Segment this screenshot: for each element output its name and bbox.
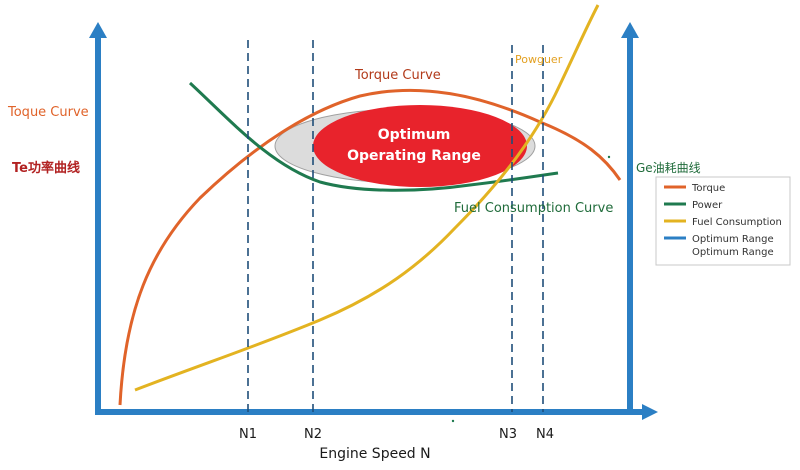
y-axis-left-arrow-icon [89,22,107,38]
torque-curve [118,88,622,406]
optimum-range-region [313,105,527,187]
right-axis-title: Ge油耗曲线 [636,161,701,175]
left-axis-title: Toque Curve [7,105,89,120]
speed-mark-n3: N3 [499,427,517,442]
legend-label: Torque [691,183,725,194]
marker-dot [607,155,611,159]
fuel-consumption-curve [134,4,600,392]
speed-mark-n1: N1 [239,427,257,442]
optimum-label-line1: Optimum [378,127,451,143]
marker-dot [451,419,455,423]
optimum-label-line2: Operating Range [347,148,481,164]
x-axis-arrow-icon [642,404,658,420]
legend-label: Fuel Consumption [692,217,782,228]
legend: Torque Power Fuel Consumption Optimum Range… [655,176,791,266]
power-curve-label: Powguer [515,53,563,66]
y-axis-right-arrow-icon [621,22,639,38]
legend-label: Optimum Range [692,247,774,258]
left-axis-subtitle: Te功率曲线 [12,160,80,176]
speed-guides [247,40,544,412]
power-curve [188,81,559,192]
torque-curve-label: Torque Curve [354,68,441,83]
speed-mark-n2: N2 [304,427,322,442]
fuel-curve-label: Fuel Consumption Curve [454,201,613,216]
axes [89,22,658,420]
speed-mark-labels: N1 N2 N3 N4 [239,427,554,442]
legend-label: Power [692,200,723,211]
speed-mark-n4: N4 [536,427,554,442]
legend-label: Optimum Range [692,234,774,245]
x-axis-title: Engine Speed N [319,446,430,462]
